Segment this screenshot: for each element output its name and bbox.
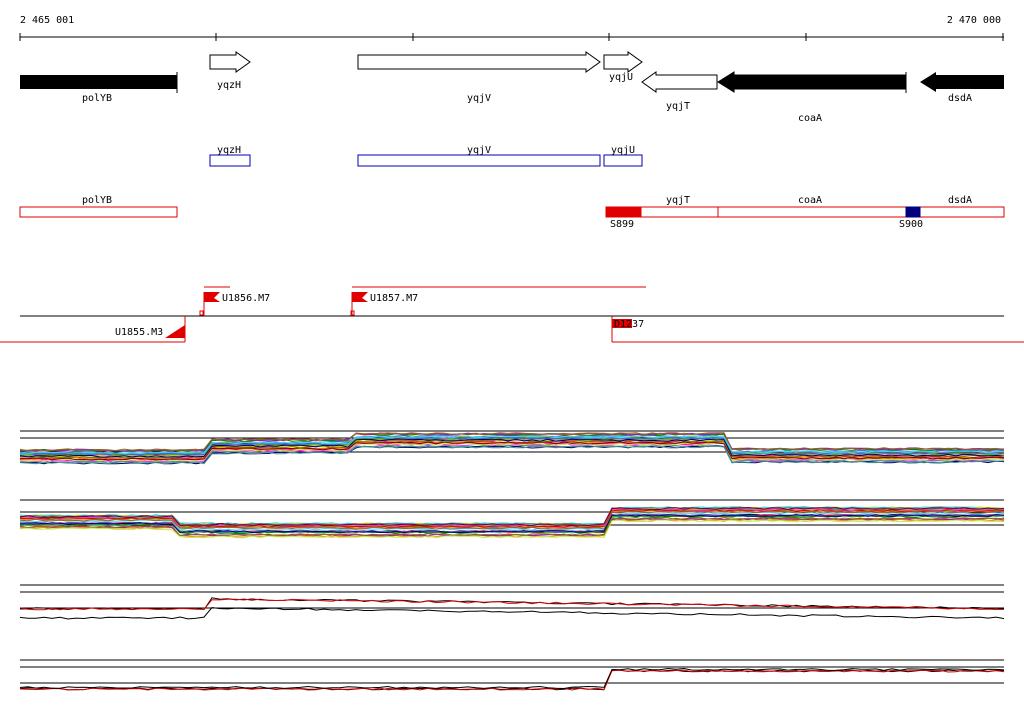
gene-label: yqjT	[666, 101, 690, 112]
ruler	[19, 33, 1004, 41]
expression-trace	[19, 510, 1005, 530]
marker-label: U1856.M7	[222, 293, 270, 304]
markers	[0, 286, 1024, 343]
expression-trace	[19, 445, 1005, 465]
gene-label: yqjU	[609, 72, 633, 83]
segment-label: dsdA	[948, 195, 972, 206]
expression-trace	[19, 505, 1005, 526]
expression-trace	[19, 432, 1005, 453]
ruler-start: 2 465 001	[20, 15, 74, 26]
segment-label: yqjT	[666, 195, 690, 206]
marker-label: U1855.M3	[115, 327, 163, 338]
expression-trace	[19, 438, 1005, 458]
expression-trace	[19, 514, 1005, 534]
transcript-label: yqjU	[611, 145, 635, 156]
expression-trace	[19, 441, 1005, 461]
segments	[19, 206, 1005, 218]
expression-trace	[19, 669, 1005, 691]
expression-trace	[19, 440, 1005, 460]
transcript-label: yqjV	[467, 145, 491, 156]
site-label: S900	[899, 219, 923, 230]
marker-label: D1237	[614, 319, 644, 330]
expression-trace	[19, 442, 1005, 462]
segment-label: coaA	[798, 195, 822, 206]
ruler-end: 2 470 000	[947, 15, 1001, 26]
gene-label: polYB	[82, 93, 112, 104]
marker-label: U1857.M7	[370, 293, 418, 304]
expression-trace	[20, 435, 1005, 455]
gene-label: yqjV	[467, 93, 491, 104]
expression-trace	[19, 511, 1005, 531]
site-label: S899	[610, 219, 634, 230]
expression-trace	[19, 432, 1005, 452]
gene-label: coaA	[798, 113, 822, 124]
transcript-boxes	[209, 154, 643, 167]
gene-label: dsdA	[948, 93, 972, 104]
expression-trace	[19, 507, 1005, 527]
gene-arrows	[20, 51, 1004, 93]
gene-label: yqzH	[217, 80, 241, 91]
expression-trace	[19, 667, 1005, 690]
segment-label: polYB	[82, 195, 112, 206]
transcript-label: yqzH	[217, 145, 241, 156]
expression-panels	[19, 430, 1005, 691]
expression-trace	[19, 517, 1005, 537]
expression-trace	[19, 519, 1005, 539]
expression-trace	[19, 598, 1005, 611]
expression-trace	[19, 606, 1005, 620]
